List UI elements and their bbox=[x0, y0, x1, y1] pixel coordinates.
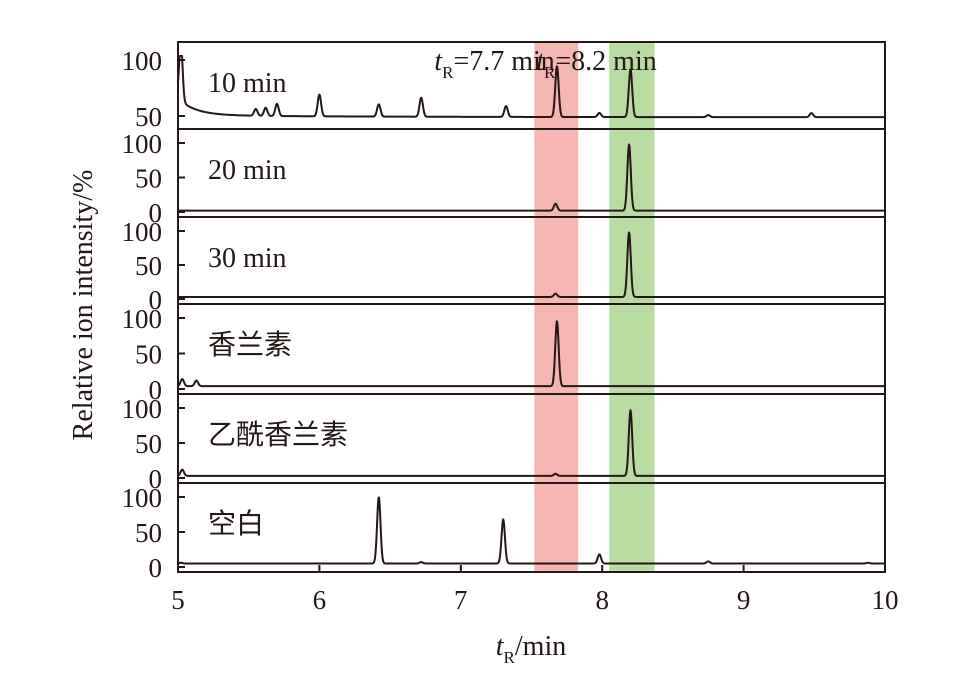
panel-label-2: 20 min bbox=[208, 155, 287, 186]
retention-time-annotation-1: tR=7.7 min bbox=[434, 46, 554, 82]
highlight-bands bbox=[534, 42, 655, 572]
retention-time-annotation-2: tR=8.2 min bbox=[536, 46, 656, 82]
svg-text:tR/min: tR/min bbox=[496, 631, 566, 667]
y-axis-title: Relative ion intensity/% bbox=[68, 170, 99, 441]
trace-5 bbox=[177, 409, 886, 477]
x-axis-title-rest: /min bbox=[515, 631, 566, 662]
y-tick-label-5-50: 50 bbox=[135, 429, 162, 459]
panel-frames bbox=[177, 41, 886, 573]
y-tick-label-2-0: 0 bbox=[149, 198, 163, 228]
panel-label-4: 香兰素 bbox=[208, 329, 292, 361]
panel-label-3: 30 min bbox=[208, 243, 287, 274]
y-tick-label-5-100: 100 bbox=[122, 394, 163, 424]
trace-2 bbox=[177, 143, 886, 212]
x-tick-label-10: 10 bbox=[872, 585, 899, 615]
x-tick-label-9: 9 bbox=[737, 585, 751, 615]
x-tick-label-8: 8 bbox=[595, 585, 609, 615]
x-tick-label-5: 5 bbox=[171, 585, 185, 615]
highlight-band-2 bbox=[609, 42, 655, 572]
x-axis-title: tR/min bbox=[496, 631, 566, 667]
y-tick-label-4-50: 50 bbox=[135, 340, 162, 370]
y-tick-label-6-50: 50 bbox=[135, 518, 162, 548]
y-tick-label-4-0: 0 bbox=[149, 375, 163, 405]
y-tick-label-1-50: 50 bbox=[135, 102, 162, 132]
y-tick-label-5-0: 0 bbox=[149, 464, 163, 494]
y-tick-label-6-0: 0 bbox=[149, 553, 163, 583]
trace-4 bbox=[177, 320, 886, 388]
y-tick-label-3-100: 100 bbox=[122, 217, 163, 247]
highlight-band-1 bbox=[534, 42, 579, 572]
y-tick-label-3-50: 50 bbox=[135, 251, 162, 281]
panel-label-6: 空白 bbox=[208, 508, 264, 540]
panel-label-5: 乙酰香兰素 bbox=[208, 419, 348, 451]
traces bbox=[177, 55, 886, 565]
panel-label-1: 10 min bbox=[208, 68, 287, 99]
y-tick-label-2-50: 50 bbox=[135, 164, 162, 194]
y-tick-label-3-0: 0 bbox=[149, 285, 163, 315]
y-tick-label-4-100: 100 bbox=[122, 304, 163, 334]
x-tick-label-6: 6 bbox=[313, 585, 327, 615]
x-axis-title-main: t bbox=[496, 631, 505, 662]
x-axis-title-sub: R bbox=[504, 648, 516, 667]
x-tick-label-7: 7 bbox=[454, 585, 468, 615]
trace-6 bbox=[177, 496, 886, 565]
plot-frame bbox=[177, 41, 886, 573]
y-tick-label-6-100: 100 bbox=[122, 483, 163, 513]
trace-1 bbox=[177, 55, 886, 119]
y-tick-label-1-100: 100 bbox=[122, 46, 163, 76]
trace-3 bbox=[177, 231, 886, 298]
y-tick-label-2-100: 100 bbox=[122, 129, 163, 159]
